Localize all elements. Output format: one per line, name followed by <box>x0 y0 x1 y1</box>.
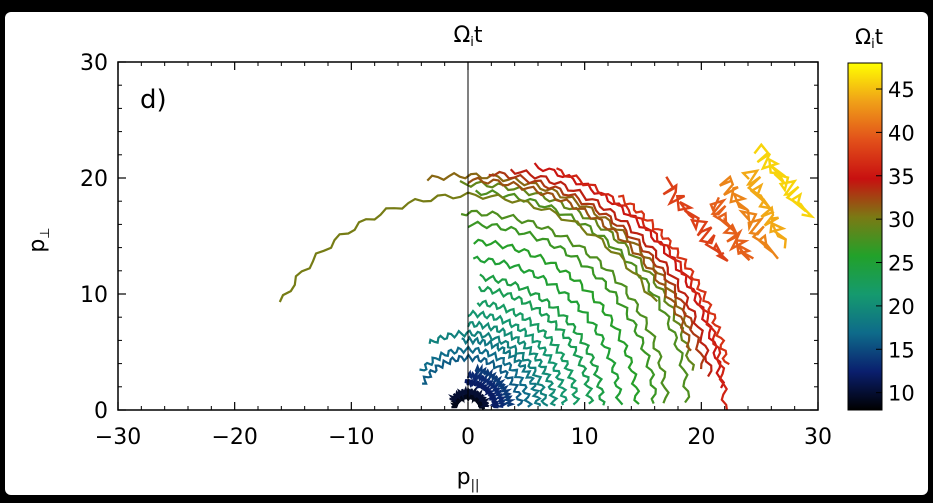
x-tick-label: −10 <box>328 425 374 450</box>
data-streaks <box>662 142 816 263</box>
colorbar-tick-label: 25 <box>888 252 915 276</box>
colorbar-tick-label: 40 <box>888 121 915 145</box>
data-arc <box>556 167 728 411</box>
x-tick-label: 30 <box>804 425 832 450</box>
data-arc <box>460 209 670 404</box>
data-arc <box>473 238 641 405</box>
colorbar-label: Ωit <box>855 25 883 52</box>
x-tick-label: −30 <box>95 425 141 450</box>
panel-label: d) <box>140 85 167 115</box>
y-tick-label: 20 <box>80 167 108 192</box>
data-streak <box>753 142 816 219</box>
data-arc <box>467 176 692 352</box>
colorbar <box>847 62 883 411</box>
x-tick-label: 10 <box>571 425 599 450</box>
data-arc <box>461 335 542 407</box>
colorbar-tick-label: 45 <box>888 78 915 102</box>
data-streak <box>719 174 779 260</box>
data-arc <box>467 320 559 407</box>
data-arc <box>476 299 581 406</box>
data-arc <box>472 255 624 406</box>
data-arc <box>466 369 510 408</box>
data-arc <box>618 194 730 366</box>
colorbar-ticks: 10 15 20 25 30 35 40 45 <box>876 78 915 406</box>
data-arc <box>422 352 524 407</box>
data-arcs <box>278 162 730 411</box>
data-arc <box>459 180 696 371</box>
data-arc <box>419 344 534 408</box>
data-arc <box>426 171 693 330</box>
data-arc <box>428 329 549 407</box>
x-tick-label: 0 <box>461 425 475 450</box>
y-tick-label: 0 <box>94 399 108 424</box>
data-arc <box>448 385 490 408</box>
top-axis-label: Ωit <box>453 23 482 50</box>
colorbar-tick-label: 10 <box>888 382 915 406</box>
data-arc <box>464 376 500 409</box>
axis-ticks: −30 −20 −10 0 10 20 30 0 10 20 30 <box>80 51 832 450</box>
y-axis-label: p⊥ <box>25 227 53 252</box>
x-axis-label: p|| <box>457 465 480 493</box>
data-arc <box>509 168 713 378</box>
data-arc <box>474 363 516 408</box>
data-arc <box>474 189 691 404</box>
data-arc <box>479 273 606 406</box>
x-tick-label: −20 <box>211 425 257 450</box>
colorbar-tick-label: 20 <box>888 295 915 319</box>
data-arc <box>467 309 568 406</box>
colorbar-tick-label: 35 <box>888 165 915 189</box>
y-tick-label: 10 <box>80 283 108 308</box>
colorbar-tick-label: 30 <box>888 208 915 232</box>
data-streak <box>662 176 729 263</box>
data-arc <box>477 285 595 405</box>
data-streak <box>709 196 754 262</box>
data-arc <box>488 170 706 370</box>
colorbar-tick-label: 15 <box>888 338 915 362</box>
data-streak <box>740 169 787 249</box>
data-arc <box>467 220 657 405</box>
x-tick-label: 20 <box>687 425 715 450</box>
y-tick-label: 30 <box>80 51 108 76</box>
